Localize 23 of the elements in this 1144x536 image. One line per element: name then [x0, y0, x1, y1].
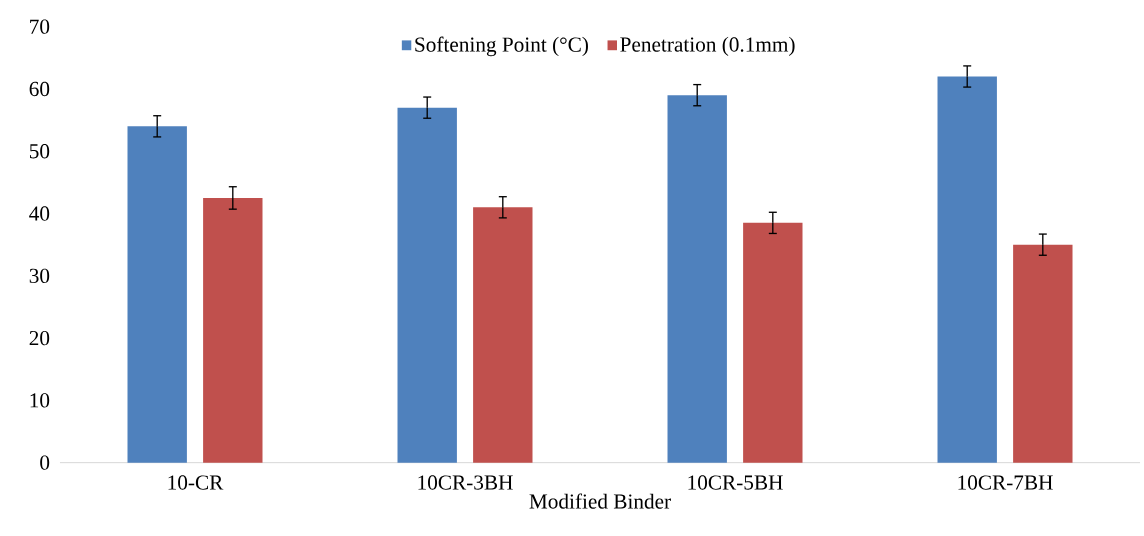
bar	[743, 222, 803, 463]
bar	[667, 95, 727, 463]
y-tick-label: 40	[29, 206, 50, 221]
legend-label: Penetration (0.1mm)	[620, 36, 795, 56]
legend-label: Softening Point (°C)	[415, 36, 588, 57]
y-tick-label: 70	[30, 19, 50, 34]
y-tick-label: 0	[40, 455, 50, 470]
bar	[937, 76, 997, 463]
x-tick-label: 10CR-5BH	[688, 475, 783, 490]
y-tick-label: 50	[29, 144, 50, 159]
x-axis-title: Modified Binder	[529, 493, 671, 509]
x-tick-label: 10CR-3BH	[418, 475, 513, 490]
x-tick-label: 10CR-7BH	[958, 475, 1053, 490]
y-tick-label: 20	[29, 330, 50, 346]
x-tick-label: 10-CR	[168, 475, 224, 490]
bar	[473, 207, 533, 463]
bar	[127, 126, 187, 463]
y-tick-label: 10	[30, 393, 50, 408]
bar	[203, 197, 263, 463]
y-tick-label: 60	[29, 81, 50, 97]
bar	[1013, 244, 1073, 463]
bar	[397, 107, 457, 463]
y-tick-label: 30	[29, 268, 50, 283]
